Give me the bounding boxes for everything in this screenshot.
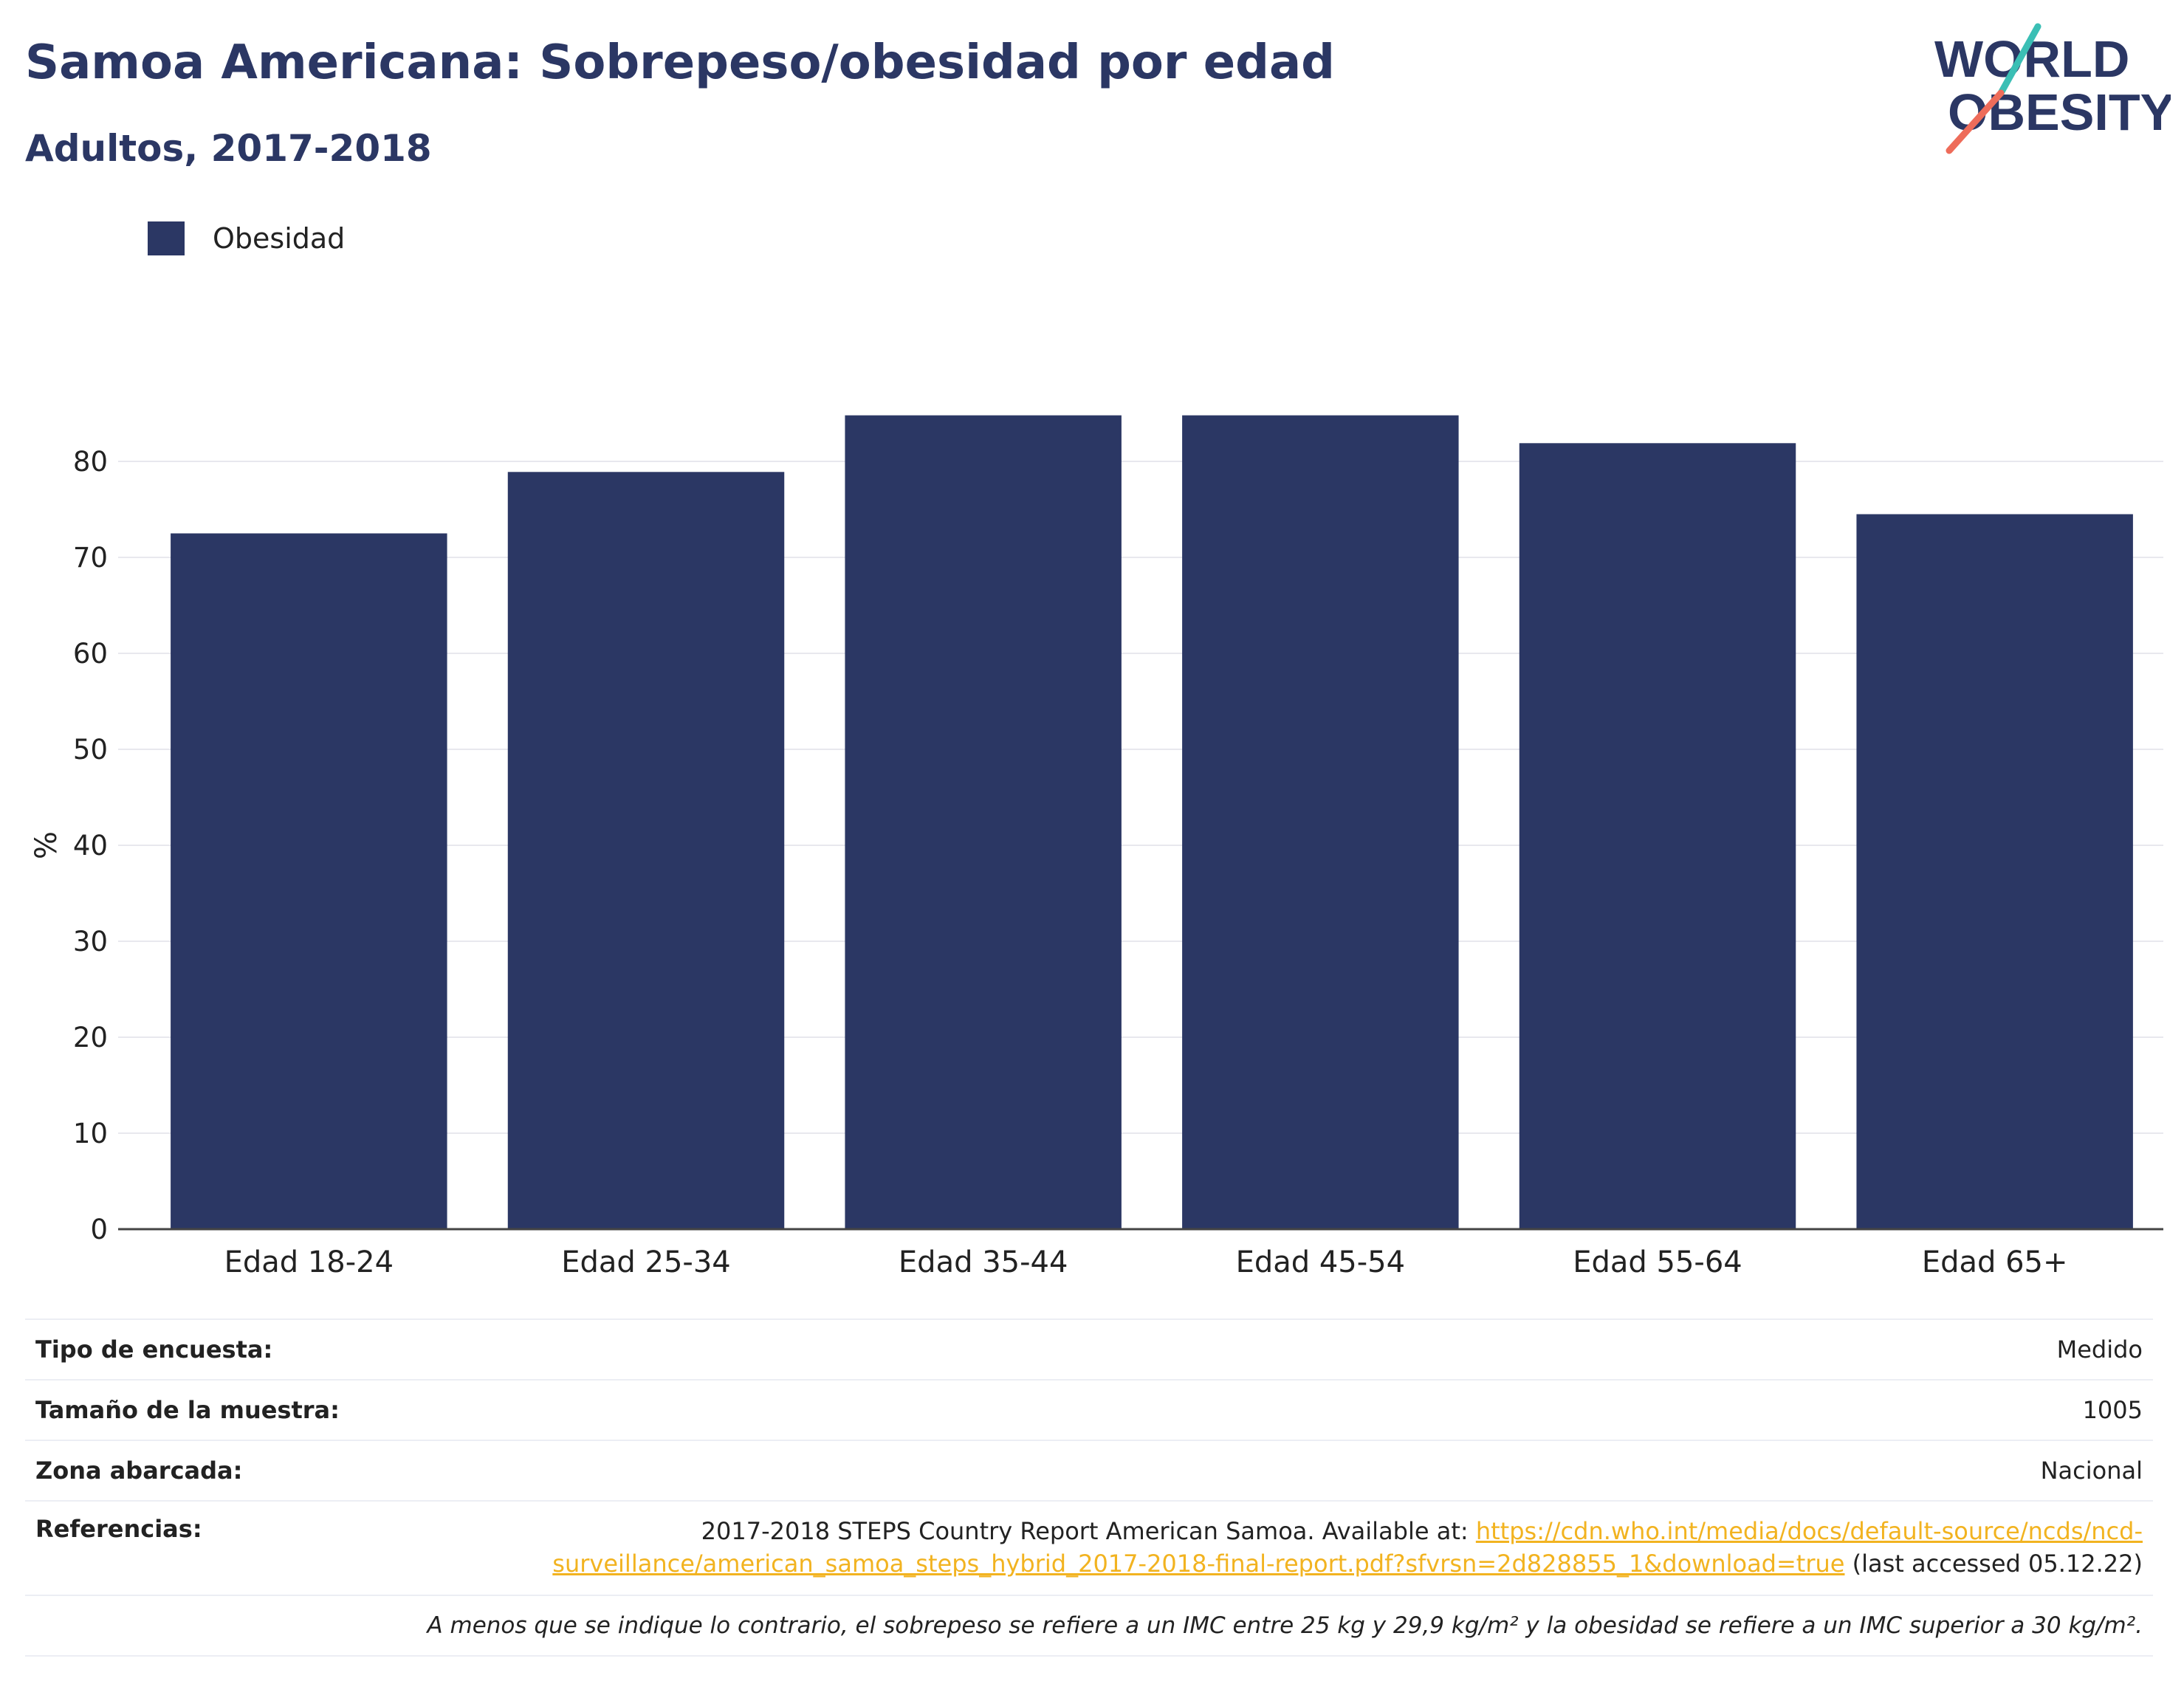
coverage-label: Zona abarcada: <box>35 1457 243 1485</box>
x-tick-label: Edad 65+ <box>1922 1245 2068 1279</box>
y-tick-label: 0 <box>90 1214 108 1245</box>
bar <box>507 472 785 1229</box>
chart-subtitle: Adultos, 2017-2018 <box>25 127 432 170</box>
y-tick-label: 60 <box>73 638 108 670</box>
references-label: Referencias: <box>35 1515 202 1543</box>
y-tick-label: 80 <box>73 446 108 478</box>
bar <box>845 415 1122 1229</box>
sample-size-value: 1005 <box>2082 1396 2143 1424</box>
x-tick-label: Edad 35-44 <box>899 1245 1068 1279</box>
y-tick-label: 40 <box>73 830 108 862</box>
reference-accessed: (last accessed 05.12.22) <box>1844 1550 2143 1578</box>
bmi-note: A menos que se indique lo contrario, el … <box>427 1612 2143 1639</box>
y-tick-label: 10 <box>73 1118 108 1149</box>
reference-text: 2017-2018 STEPS Country Report American … <box>552 1515 2143 1584</box>
x-tick-label: Edad 55-64 <box>1573 1245 1742 1279</box>
y-axis-label: % <box>30 831 63 859</box>
y-tick-label: 50 <box>73 734 108 766</box>
legend-swatch-obesidad <box>148 221 185 255</box>
bar <box>1182 415 1459 1229</box>
logo-slash-coral <box>1946 89 2005 154</box>
reference-source: 2017-2018 STEPS Country Report American … <box>701 1517 1476 1545</box>
bar <box>1519 443 1796 1229</box>
references-row: Referencias: 2017-2018 STEPS Country Rep… <box>25 1502 2153 1595</box>
sample-size-label: Tamaño de la muestra: <box>35 1396 340 1424</box>
logo-slash-teal <box>1997 23 2042 97</box>
x-tick-label: Edad 45-54 <box>1236 1245 1406 1279</box>
chart-title: Samoa Americana: Sobrepeso/obesidad por … <box>25 35 1335 90</box>
bar <box>1856 514 2133 1229</box>
world-obesity-logo: WORLD OBESITY <box>1934 23 2171 154</box>
reference-link-part-2[interactable]: surveillance/american_samoa_steps_hybrid… <box>552 1550 1845 1578</box>
info-table: Tipo de encuesta: Medido Tamaño de la mu… <box>25 1318 2153 1657</box>
coverage-row: Zona abarcada: Nacional <box>25 1441 2153 1500</box>
survey-type-label: Tipo de encuesta: <box>35 1335 273 1364</box>
x-tick-label: Edad 25-34 <box>561 1245 731 1279</box>
survey-type-value: Medido <box>2056 1335 2143 1364</box>
sample-size-row: Tamaño de la muestra: 1005 <box>25 1381 2153 1440</box>
survey-type-row: Tipo de encuesta: Medido <box>25 1320 2153 1379</box>
bar-chart: 0 10 20 30 40 50 60 70 80% Edad 18-24 Edad 25-34 Ed… <box>30 415 2163 1279</box>
legend-label-obesidad: Obesidad <box>213 222 346 255</box>
x-tick-label: Edad 18-24 <box>224 1245 394 1279</box>
y-tick-label: 70 <box>73 542 108 574</box>
reference-link-part-1[interactable]: https://cdn.who.int/media/docs/default-s… <box>1475 1517 2143 1545</box>
y-tick-label: 30 <box>73 926 108 957</box>
y-tick-label: 20 <box>73 1022 108 1053</box>
legend: Obesidad <box>148 221 345 255</box>
bar <box>171 533 447 1229</box>
coverage-value: Nacional <box>2040 1457 2143 1485</box>
